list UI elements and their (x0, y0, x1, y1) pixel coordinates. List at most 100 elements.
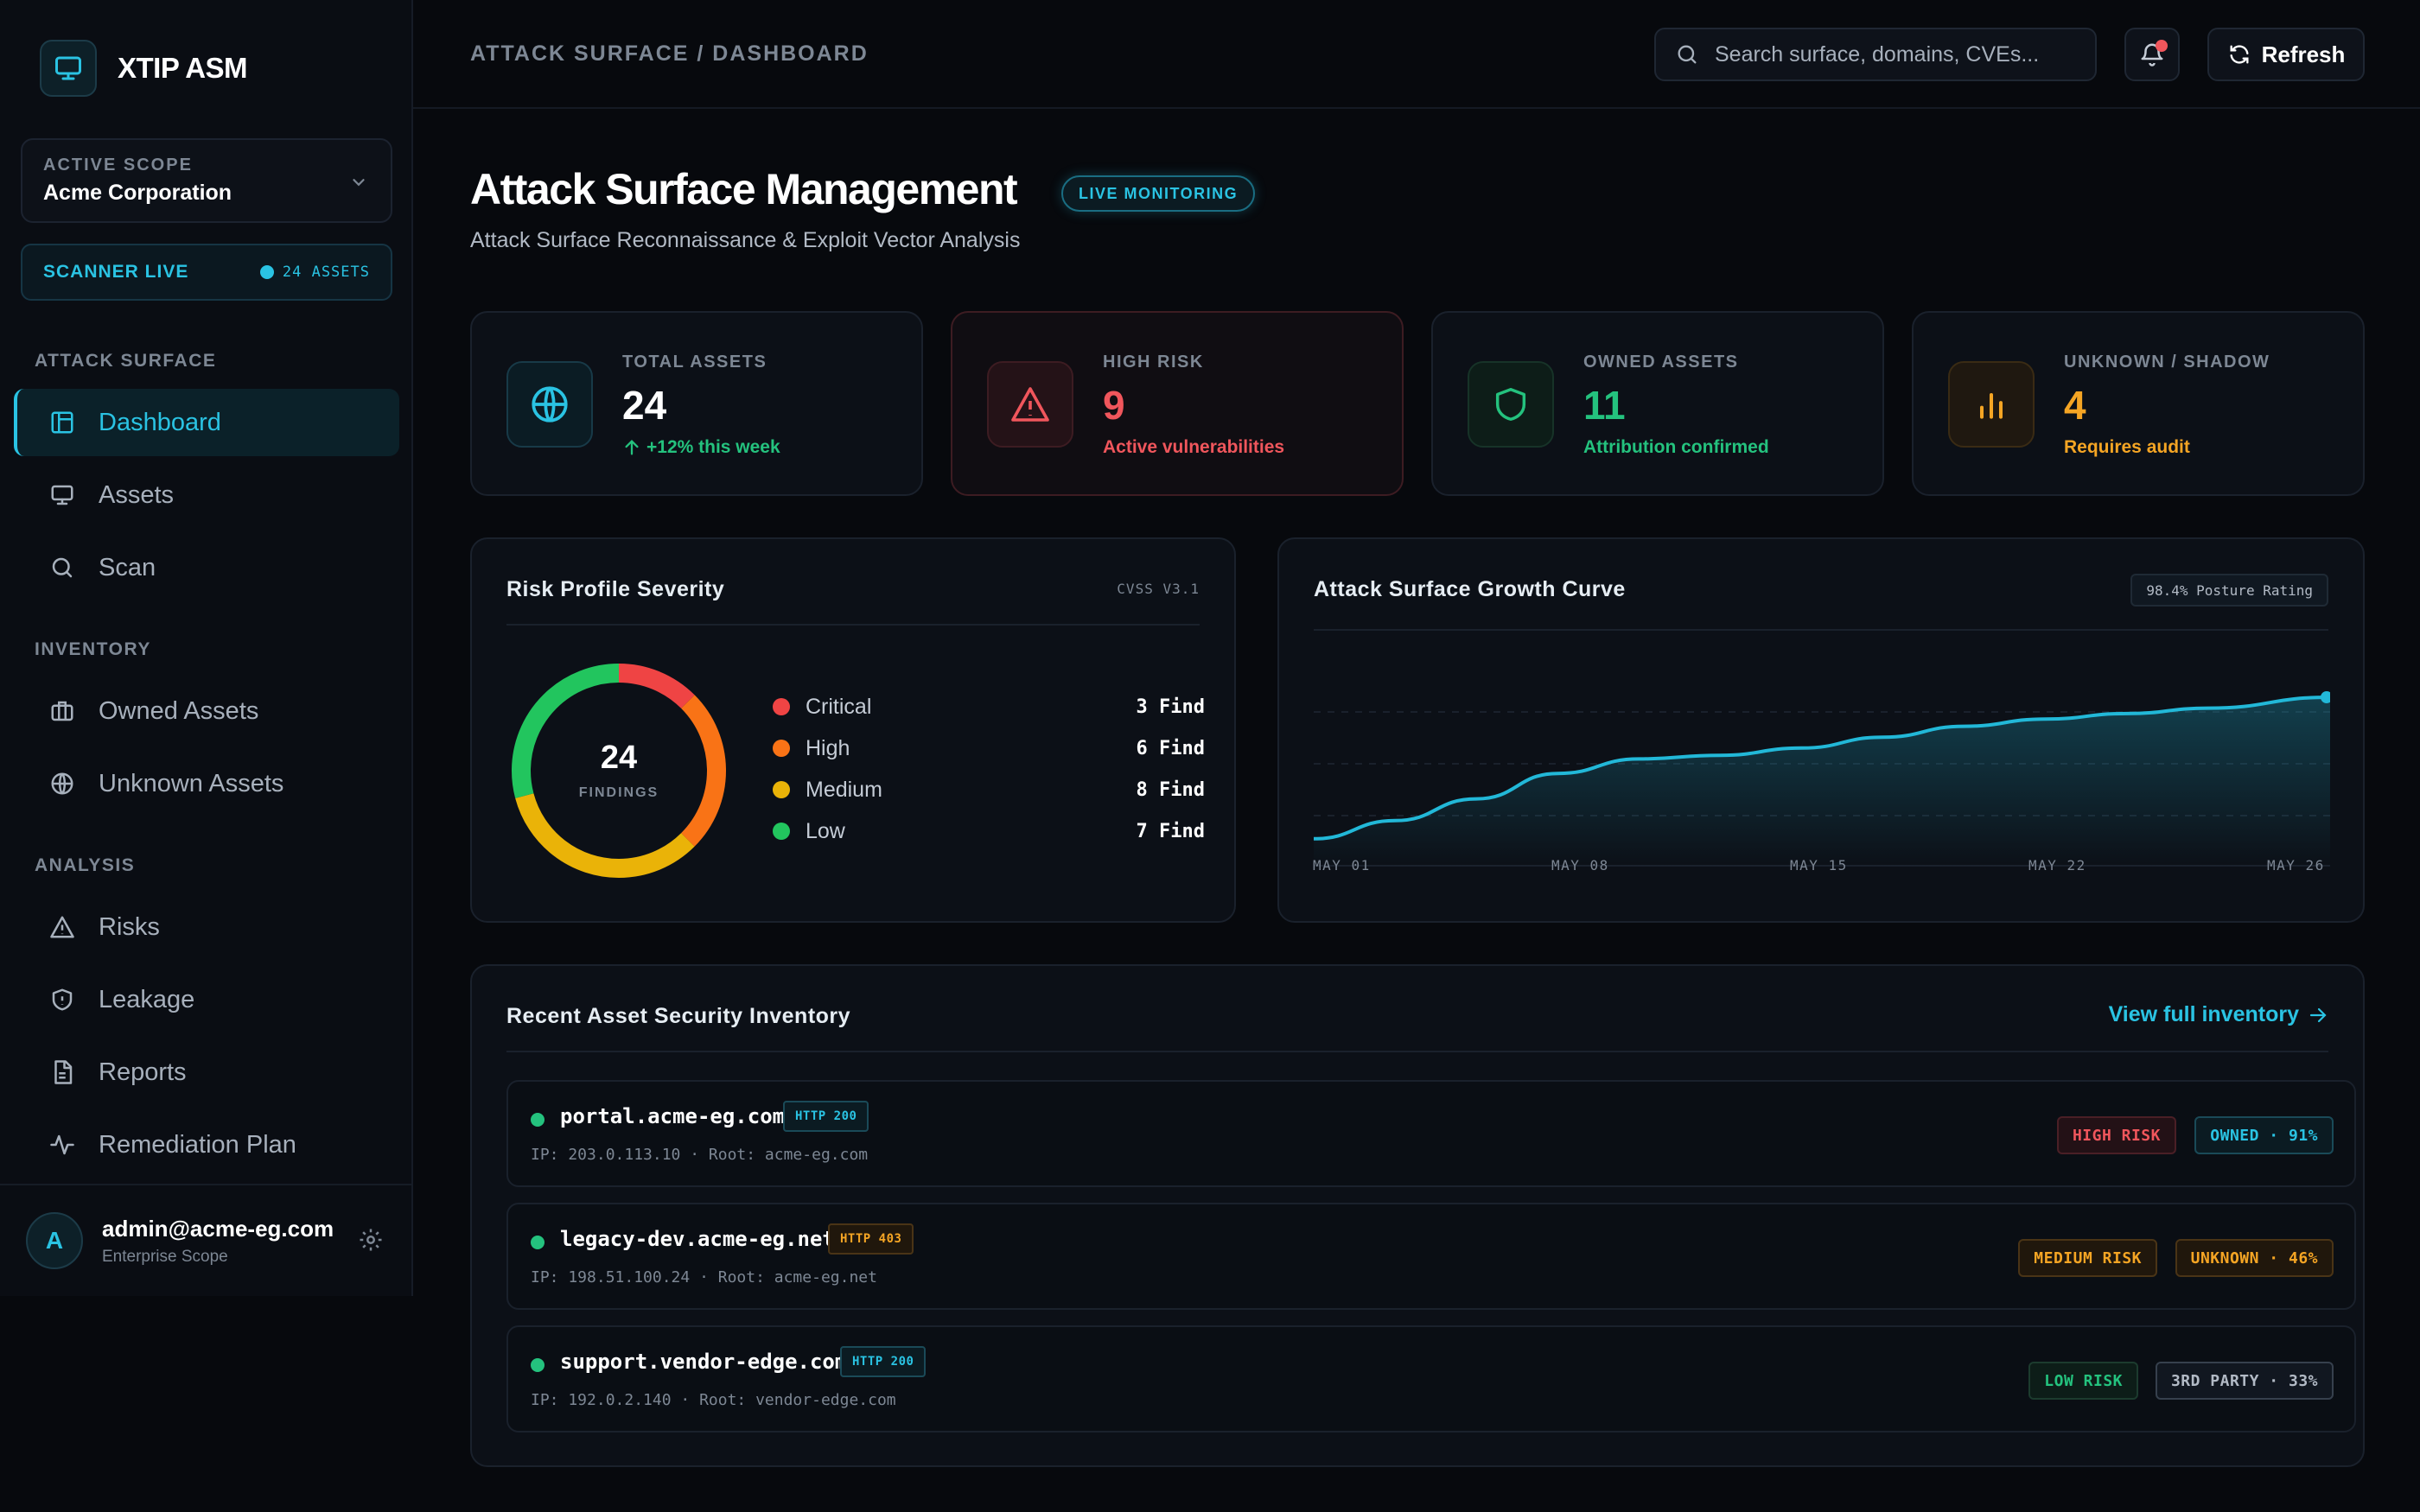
table-row[interactable]: support.vendor-edge.com HTTP 200 IP: 192… (506, 1325, 2356, 1433)
risk-badge: MEDIUM RISK (2018, 1239, 2157, 1277)
breadcrumb: ATTACK SURFACE / DASHBOARD (470, 41, 869, 66)
arrow-right-icon (2309, 1007, 2327, 1022)
kpi-subtext: Attribution confirmed (1583, 437, 1769, 457)
sidebar: XTIP ASM ACTIVE SCOPE Acme Corporation S… (0, 0, 413, 1296)
sidebar-item-label: Owned Assets (99, 696, 259, 725)
chevron-down-icon (353, 179, 365, 187)
search-box[interactable] (1654, 28, 2097, 81)
sidebar-item-label: Reports (99, 1058, 187, 1086)
donut-slice-high[interactable] (512, 664, 726, 878)
divider (1314, 629, 2328, 631)
ownership-badge: OWNED · 91% (2194, 1116, 2334, 1154)
donut-slice-medium[interactable] (512, 664, 726, 878)
kpi-label: TOTAL ASSETS (622, 353, 767, 372)
search-input[interactable] (1715, 41, 2078, 67)
brand[interactable]: XTIP ASM (40, 40, 248, 97)
avatar: A (26, 1212, 83, 1269)
donut-center: 24 FINDINGS (506, 740, 731, 801)
x-tick-label: MAY 15 (1790, 857, 1848, 874)
legend-name: Critical (806, 694, 872, 719)
kpi-value: 4 (2064, 383, 2086, 428)
legend-item-high: High 6 Find (773, 731, 1205, 766)
divider (506, 624, 1200, 626)
kpi-value: 11 (1583, 383, 1626, 428)
sidebar-item-leakage[interactable]: Leakage (14, 966, 399, 1033)
page-title: Attack Surface Management (470, 165, 1018, 213)
sidebar-item-label: Leakage (99, 985, 195, 1013)
donut-slice-low[interactable] (512, 664, 726, 878)
nav-section-analysis: ANALYSIS (35, 855, 136, 875)
kpi-card-owned-assets[interactable]: OWNED ASSETS 11 Attribution confirmed (1431, 311, 1884, 496)
sidebar-item-scan[interactable]: Scan (14, 534, 399, 601)
scanner-count-text: 24 ASSETS (282, 264, 370, 281)
arrow-up-icon (625, 440, 639, 455)
kpi-value: 24 (622, 383, 667, 428)
scanner-label: SCANNER LIVE (43, 262, 189, 282)
warning-icon (987, 361, 1073, 448)
warning-icon (47, 912, 78, 943)
globe-icon (47, 768, 78, 799)
live-monitoring-badge: LIVE MONITORING (1061, 175, 1256, 212)
sidebar-item-label: Unknown Assets (99, 769, 284, 797)
page-subtitle: Attack Surface Reconnaissance & Exploit … (470, 228, 1021, 252)
sidebar-item-dashboard[interactable]: Dashboard (14, 389, 399, 456)
kpi-subtext: Requires audit (2064, 437, 2190, 457)
kpi-label: OWNED ASSETS (1583, 353, 1739, 372)
scope-selector[interactable]: ACTIVE SCOPE Acme Corporation (21, 138, 392, 223)
user-profile[interactable]: A admin@acme-eg.com Enterprise Scope (0, 1184, 411, 1296)
refresh-button[interactable]: Refresh (2207, 28, 2365, 81)
ownership-badge: UNKNOWN · 46% (2175, 1239, 2334, 1277)
sidebar-item-label: Dashboard (99, 408, 221, 436)
user-email: admin@acme-eg.com (102, 1215, 334, 1242)
kpi-card-unknown-shadow[interactable]: UNKNOWN / SHADOW 4 Requires audit (1912, 311, 2365, 496)
view-full-inventory-link[interactable]: View full inventory (2109, 1002, 2328, 1027)
legend-swatch (773, 781, 790, 798)
legend-count: 8 Find (1136, 778, 1205, 801)
panel-title: Risk Profile Severity (506, 577, 725, 601)
growth-curve-panel: Attack Surface Growth Curve 98.4% Postur… (1277, 537, 2365, 923)
legend-count: 3 Find (1136, 696, 1205, 718)
status-dot-icon (531, 1236, 544, 1249)
table-row[interactable]: portal.acme-eg.com HTTP 200 IP: 203.0.11… (506, 1080, 2356, 1187)
gear-icon[interactable] (358, 1227, 384, 1253)
x-tick-label: MAY 26 (2267, 857, 2325, 874)
kpi-subtext: +12% this week (622, 437, 780, 458)
legend-count: 6 Find (1136, 737, 1205, 759)
scope-value: Acme Corporation (43, 181, 232, 205)
briefcase-icon (47, 696, 78, 727)
scanner-status: SCANNER LIVE 24 ASSETS (21, 244, 392, 301)
http-status-badge: HTTP 403 (828, 1223, 914, 1255)
sidebar-item-remediation-plan[interactable]: Remediation Plan (14, 1111, 399, 1178)
legend-swatch (773, 823, 790, 840)
kpi-subtext-label: +12% this week (646, 437, 780, 457)
monitor-icon (40, 40, 97, 97)
user-scope: Enterprise Scope (102, 1247, 228, 1266)
notification-badge (2156, 40, 2168, 52)
status-dot-icon (259, 265, 274, 279)
bell-icon (2141, 43, 2163, 67)
refresh-label: Refresh (2261, 41, 2346, 67)
kpi-card-high-risk[interactable]: HIGH RISK 9 Active vulnerabilities (951, 311, 1404, 496)
refresh-icon (2230, 45, 2249, 64)
sidebar-item-assets[interactable]: Assets (14, 461, 399, 529)
sidebar-item-owned-assets[interactable]: Owned Assets (14, 677, 399, 745)
kpi-value: 9 (1103, 383, 1125, 428)
http-status-badge: HTTP 200 (783, 1101, 869, 1132)
legend-item-low: Low 7 Find (773, 814, 1205, 848)
sidebar-item-reports[interactable]: Reports (14, 1039, 399, 1106)
notifications-button[interactable] (2124, 28, 2180, 81)
legend-item-critical: Critical 3 Find (773, 689, 1205, 724)
sidebar-item-label: Scan (99, 553, 156, 581)
sidebar-item-label: Risks (99, 912, 160, 941)
growth-endpoint[interactable] (2321, 691, 2330, 703)
kpi-card-total-assets[interactable]: TOTAL ASSETS 24 +12% this week (470, 311, 923, 496)
table-row[interactable]: legacy-dev.acme-eg.net HTTP 403 IP: 198.… (506, 1203, 2356, 1310)
asset-host: support.vendor-edge.com (560, 1350, 848, 1374)
sidebar-item-unknown-assets[interactable]: Unknown Assets (14, 750, 399, 817)
sidebar-item-risks[interactable]: Risks (14, 893, 399, 961)
view-link-label: View full inventory (2108, 1002, 2299, 1026)
asset-host: legacy-dev.acme-eg.net (560, 1227, 835, 1251)
nav-section-attack-surface: ATTACK SURFACE (35, 351, 217, 371)
nav-section-inventory: INVENTORY (35, 639, 151, 659)
legend-name: Medium (806, 777, 882, 802)
